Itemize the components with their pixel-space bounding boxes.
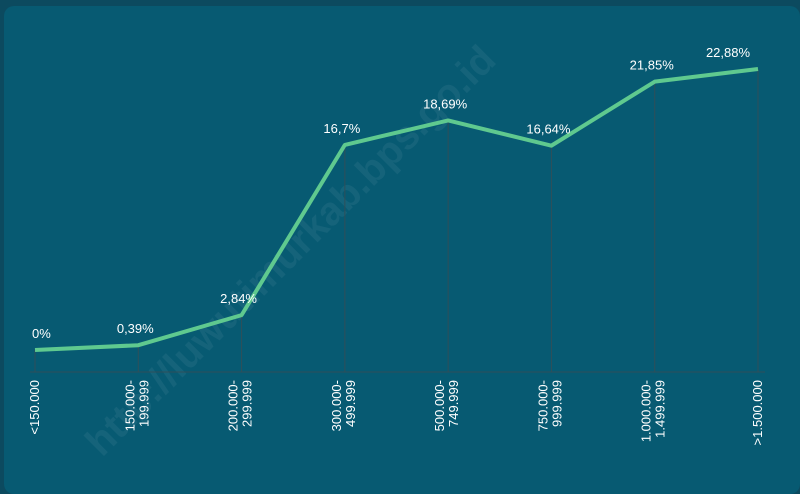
x-tick-label: >1.500.000	[750, 380, 765, 445]
line	[34, 67, 759, 352]
data-label: 22,88%	[706, 45, 751, 60]
x-tick-label: <150.000	[27, 380, 42, 435]
data-label: 18,69%	[423, 96, 468, 111]
data-label: 0,39%	[117, 321, 154, 336]
x-tick-line: 750.000-	[535, 380, 550, 431]
x-tick-line: 150.000-	[122, 380, 137, 431]
x-tick-label: 200.000-299.999	[226, 380, 255, 431]
x-tick-line: 199.999	[136, 380, 151, 427]
x-tick-line: 999.999	[549, 380, 564, 427]
x-tick-label: 1.000.000-1.499.999	[639, 380, 668, 442]
x-tick-line: 299.999	[240, 380, 255, 427]
x-tick-line: 200.000-	[226, 380, 241, 431]
x-tick-label: 750.000-999.999	[535, 380, 564, 431]
x-tick-line: 1.499.999	[653, 380, 668, 438]
data-label: 16,64%	[526, 122, 571, 137]
x-tick-label: 150.000-199.999	[122, 380, 151, 431]
x-tick-line: 500.000-	[432, 380, 447, 431]
data-label: 21,85%	[630, 58, 675, 73]
x-tick-label: 500.000-749.999	[432, 380, 461, 431]
x-tick-line: 749.999	[446, 380, 461, 427]
data-label: 2,84%	[220, 291, 257, 306]
x-tick-line: 300.000-	[329, 380, 344, 431]
x-tick-label: 300.000-499.999	[329, 380, 358, 431]
x-tick-line: 499.999	[343, 380, 358, 427]
data-label: 0%	[32, 326, 51, 341]
x-tick-line: 1.000.000-	[639, 380, 654, 442]
data-label: 16,7%	[323, 121, 360, 136]
